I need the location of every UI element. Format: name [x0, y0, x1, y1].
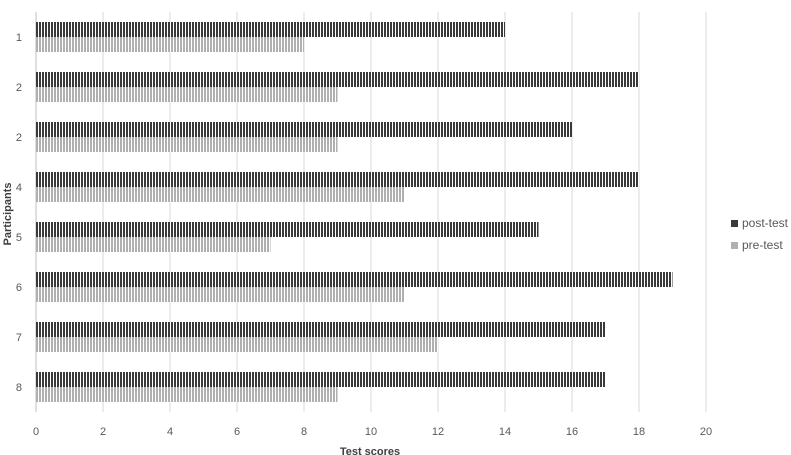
bars: [36, 22, 673, 402]
bar-pre-test: [36, 237, 271, 252]
x-tick-label: 6: [234, 426, 240, 438]
bar-pre-test: [36, 387, 338, 402]
bar-post-test: [36, 172, 639, 187]
y-tick-label: 2: [16, 132, 22, 144]
y-tick-label: 6: [16, 282, 22, 294]
legend-swatch-pre-test: [731, 242, 738, 249]
x-tick-label: 0: [33, 426, 39, 438]
y-tick-labels: 1 2 2 4 5 6 7 8: [16, 32, 22, 394]
bar-post-test: [36, 272, 673, 287]
y-axis-title: Participants: [2, 183, 14, 246]
legend-label-pre-test: pre-test: [742, 238, 783, 252]
y-tick-label: 1: [16, 32, 22, 44]
y-tick-label: 8: [16, 382, 22, 394]
y-tick-label: 4: [16, 182, 22, 194]
y-tick-label: 2: [16, 82, 22, 94]
bar-pre-test: [36, 287, 405, 302]
bar-post-test: [36, 122, 572, 137]
x-axis-title: Test scores: [340, 446, 400, 455]
legend: post-test pre-test: [731, 216, 789, 252]
bar-post-test: [36, 372, 606, 387]
bar-post-test: [36, 22, 505, 37]
bar-post-test: [36, 222, 539, 237]
bar-post-test: [36, 72, 639, 87]
x-tick-label: 20: [700, 426, 712, 438]
bar-pre-test: [36, 87, 338, 102]
y-tick-label: 5: [16, 232, 22, 244]
bar-pre-test: [36, 37, 304, 52]
x-tick-label: 4: [167, 426, 173, 438]
x-tick-label: 14: [499, 426, 511, 438]
bar-pre-test: [36, 137, 338, 152]
bar-pre-test: [36, 187, 405, 202]
x-tick-label: 2: [100, 426, 106, 438]
x-tick-label: 12: [432, 426, 444, 438]
x-tick-label: 8: [301, 426, 307, 438]
bar-pre-test: [36, 337, 438, 352]
legend-swatch-post-test: [731, 220, 738, 227]
y-tick-label: 7: [16, 332, 22, 344]
x-tick-label: 18: [633, 426, 645, 438]
bar-post-test: [36, 322, 606, 337]
x-tick-labels: 0 2 4 6 8 10 12 14 16 18 20: [33, 426, 712, 438]
x-tick-label: 16: [566, 426, 578, 438]
x-tick-label: 10: [365, 426, 377, 438]
legend-label-post-test: post-test: [742, 216, 789, 230]
